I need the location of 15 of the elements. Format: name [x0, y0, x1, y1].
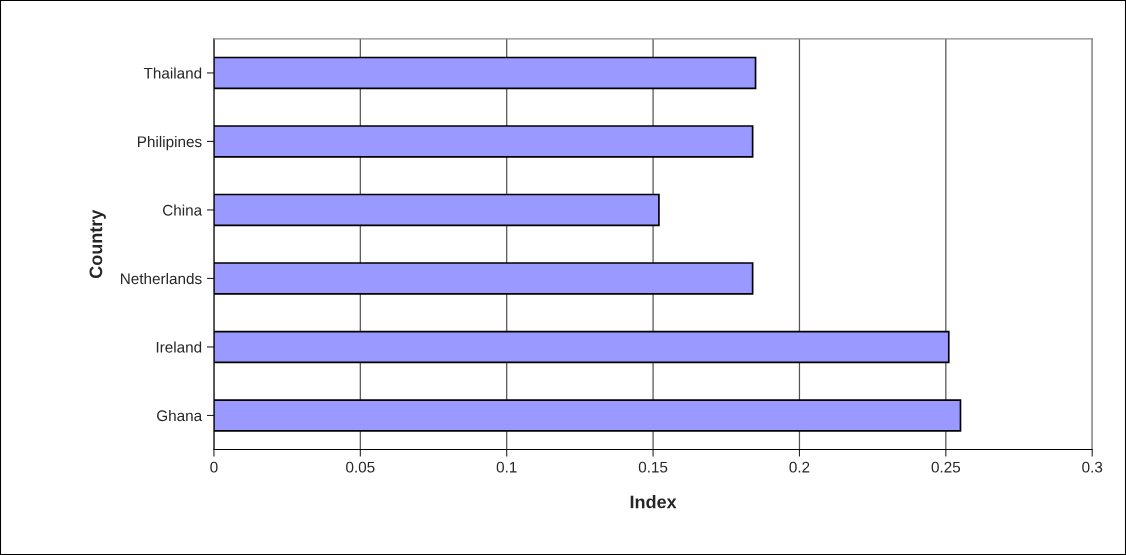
y-tick-label: Ghana — [157, 409, 203, 422]
y-tick-label: Ireland — [156, 341, 202, 353]
x-tick-label: 0.05 — [346, 461, 375, 473]
x-tick-label: 0.3 — [1082, 461, 1103, 473]
x-tick-label: 0.25 — [931, 461, 961, 473]
y-tick-label: Netherlands — [121, 272, 202, 285]
x-axis-title: Index — [630, 495, 677, 509]
y-tick-label: Thailand — [143, 67, 202, 79]
x-tick-label: 0 — [210, 461, 218, 473]
x-tick-label: 0.2 — [789, 461, 810, 473]
y-axis-title: Country — [89, 209, 106, 279]
y-tick-label: Philipines — [138, 135, 202, 151]
x-tick-label: 0.15 — [638, 461, 668, 473]
y-tick-label: China — [162, 204, 203, 216]
x-tick-label: 0.1 — [496, 461, 517, 473]
